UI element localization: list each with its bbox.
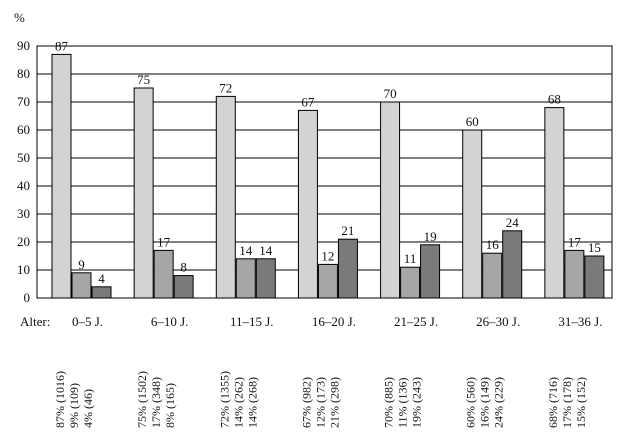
footnote-label: 17% (348) [149,377,163,428]
footnote-label: 67% (982) [299,377,313,428]
plot-frame [36,45,613,299]
footnote-label: 60% (560) [464,377,478,428]
bar [235,258,256,299]
bar-value-label: 9 [78,257,85,272]
category-label: 26–30 J. [476,314,520,329]
footnote-label: 11% (136) [396,377,410,428]
bar-value-label: 24 [506,215,520,230]
y-tick-label: 10 [17,262,30,277]
bar-value-label: 15 [588,240,601,255]
bar-value-label: 17 [157,234,171,249]
footnote-label: 12% (173) [313,377,327,428]
bar [255,258,276,299]
bar-value-label: 70 [384,86,397,101]
footnote-label: 14% (262) [231,377,245,428]
bar [400,266,421,299]
footnote-label: 75% (1502) [135,371,149,428]
footnote-label: 68% (716) [546,377,560,428]
bar [317,263,338,299]
y-tick-label: 90 [17,38,30,53]
y-tick-label: 40 [17,178,30,193]
bar [153,249,174,299]
bar [502,230,523,299]
bar [173,275,194,299]
category-label: 11–15 J. [230,314,274,329]
footnote-label: 8% (165) [163,383,177,428]
y-axis-ticks: 0 10 20 30 40 50 60 70 80 90 [17,38,30,305]
bar-value-label: 67 [301,94,315,109]
footnote-label: 15% (152) [574,377,588,428]
bar-value-label: 11 [404,251,417,266]
y-tick-label: 0 [24,290,31,305]
category-label: 21–25 J. [394,314,438,329]
y-tick-label: 70 [17,94,30,109]
bar [215,95,236,299]
bar-value-label: 12 [321,248,334,263]
bar [91,286,112,299]
bar [544,107,565,299]
bar [380,101,401,299]
footnote-labels: 87% (1016) 9% (109) 4% (46) 75% (1502) 17% (… [53,371,588,428]
bar-value-label: 8 [180,260,187,275]
bar [564,249,585,299]
bar-value-label: 19 [424,229,437,244]
y-tick-label: 30 [17,206,30,221]
footnote-label: 87% (1016) [53,371,67,428]
footnote-label: 4% (46) [81,389,95,428]
bar [420,244,441,299]
bar-value-label: 21 [341,223,354,238]
footnote-label: 24% (229) [492,377,506,428]
bars [51,53,605,299]
bar [297,109,318,299]
x-axis-prefix: Alter: [20,314,50,329]
footnote-label: 16% (149) [478,377,492,428]
bar [482,252,503,299]
y-tick-label: 50 [17,150,30,165]
y-tick-label: 20 [17,234,30,249]
bar [462,129,483,299]
footnote-label: 14% (268) [245,377,259,428]
bar-value-label: 17 [568,234,582,249]
bar [584,255,605,299]
bar-value-label: 60 [466,114,479,129]
category-label: 16–20 J. [312,314,356,329]
bar [133,87,154,299]
y-axis-label: % [14,10,25,25]
category-labels: 0–5 J. 6–10 J. 11–15 J. 16–20 J. 21–25 J. 26–… [72,314,602,329]
bar-value-label: 14 [259,243,273,258]
category-label: 31–36 J. [558,314,602,329]
y-tick-label: 60 [17,122,30,137]
footnote-label: 70% (885) [382,377,396,428]
bar-value-label: 16 [486,237,500,252]
bar [71,272,92,299]
y-tick-label: 80 [17,66,30,81]
bar-value-label: 4 [98,271,105,286]
footnote-label: 72% (1355) [217,371,231,428]
category-label: 0–5 J. [72,314,103,329]
bar-value-label: 72 [219,80,232,95]
category-label: 6–10 J. [151,314,189,329]
bar-value-label: 14 [239,243,253,258]
bar-value-label: 75 [137,72,150,87]
footnote-label: 17% (178) [560,377,574,428]
footnote-label: 19% (243) [410,377,424,428]
bar-value-label: 68 [548,92,561,107]
bar [51,53,72,299]
footnote-label: 9% (109) [67,383,81,428]
footnote-label: 21% (298) [327,377,341,428]
bar [337,238,358,299]
